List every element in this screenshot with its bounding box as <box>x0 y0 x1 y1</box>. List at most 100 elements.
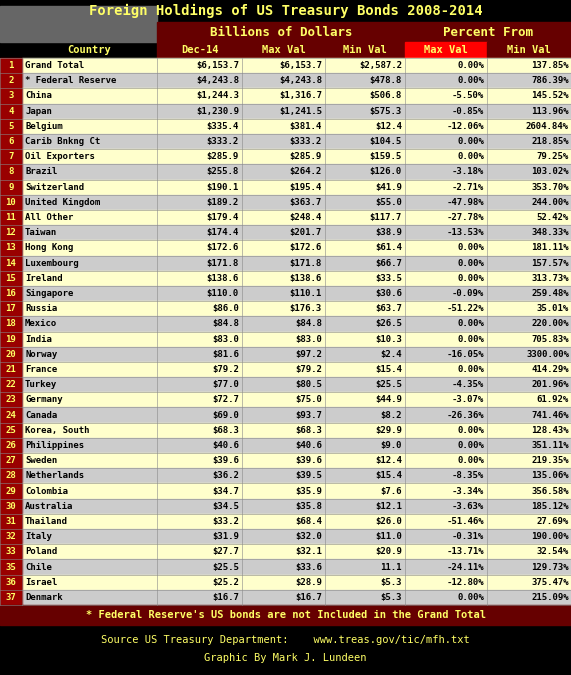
Text: 24: 24 <box>6 410 17 420</box>
Text: $30.6: $30.6 <box>375 289 402 298</box>
Bar <box>22 544 571 560</box>
Text: 0.00%: 0.00% <box>457 274 484 283</box>
Bar <box>0 225 22 240</box>
Text: -0.31%: -0.31% <box>452 532 484 541</box>
Text: $506.8: $506.8 <box>370 92 402 101</box>
Text: Philippines: Philippines <box>25 441 84 450</box>
Text: $176.3: $176.3 <box>289 304 322 313</box>
Text: $97.2: $97.2 <box>295 350 322 359</box>
Bar <box>0 119 22 134</box>
Text: United Kingdom: United Kingdom <box>25 198 100 207</box>
Text: 23: 23 <box>6 396 17 404</box>
Text: $84.8: $84.8 <box>295 319 322 329</box>
Text: $83.0: $83.0 <box>212 335 239 344</box>
Bar <box>157 42 242 58</box>
Text: $1,316.7: $1,316.7 <box>279 92 322 101</box>
Text: $159.5: $159.5 <box>370 153 402 161</box>
Text: 18: 18 <box>6 319 17 329</box>
Text: $363.7: $363.7 <box>289 198 322 207</box>
Text: 786.39%: 786.39% <box>532 76 569 85</box>
Bar <box>0 73 22 88</box>
Text: $25.5: $25.5 <box>212 562 239 572</box>
Text: Netherlands: Netherlands <box>25 471 84 481</box>
Bar <box>0 392 22 408</box>
Text: $33.5: $33.5 <box>375 274 402 283</box>
Text: 61.92%: 61.92% <box>537 396 569 404</box>
Text: $55.0: $55.0 <box>375 198 402 207</box>
Text: -3.07%: -3.07% <box>452 396 484 404</box>
Text: Mexico: Mexico <box>25 319 57 329</box>
Text: $29.9: $29.9 <box>375 426 402 435</box>
Text: 129.73%: 129.73% <box>532 562 569 572</box>
Text: 128.43%: 128.43% <box>532 426 569 435</box>
Text: $179.4: $179.4 <box>207 213 239 222</box>
Text: Taiwan: Taiwan <box>25 228 57 237</box>
Text: 29: 29 <box>6 487 17 495</box>
Bar <box>22 58 571 73</box>
Text: $20.9: $20.9 <box>375 547 402 556</box>
Text: 4: 4 <box>9 107 14 115</box>
Text: * Federal Reserve: * Federal Reserve <box>25 76 116 85</box>
Bar <box>0 574 22 590</box>
Text: $39.6: $39.6 <box>295 456 322 465</box>
Text: Max Val: Max Val <box>262 45 305 55</box>
Text: 0.00%: 0.00% <box>457 365 484 374</box>
Text: 31: 31 <box>6 517 17 526</box>
Bar <box>0 590 22 605</box>
Bar <box>157 22 405 42</box>
Text: 37: 37 <box>6 593 17 602</box>
Text: $333.2: $333.2 <box>289 137 322 146</box>
Bar <box>22 317 571 331</box>
Text: Oil Exporters: Oil Exporters <box>25 153 95 161</box>
Text: Singapore: Singapore <box>25 289 74 298</box>
Bar <box>22 73 571 88</box>
Text: China: China <box>25 92 52 101</box>
Text: Korea, South: Korea, South <box>25 426 90 435</box>
Text: $15.4: $15.4 <box>375 471 402 481</box>
Text: 20: 20 <box>6 350 17 359</box>
Bar <box>0 103 22 119</box>
Text: $171.8: $171.8 <box>289 259 322 267</box>
Bar <box>0 483 22 499</box>
Text: Italy: Italy <box>25 532 52 541</box>
Bar <box>0 271 22 286</box>
Bar <box>22 103 571 119</box>
Text: Billions of Dollars: Billions of Dollars <box>210 26 352 38</box>
Text: 348.33%: 348.33% <box>532 228 569 237</box>
Bar <box>22 362 571 377</box>
Text: 7: 7 <box>9 153 14 161</box>
Text: $36.2: $36.2 <box>212 471 239 481</box>
Text: $2,587.2: $2,587.2 <box>359 61 402 70</box>
Text: $26.5: $26.5 <box>375 319 402 329</box>
Text: -47.98%: -47.98% <box>447 198 484 207</box>
Text: -13.71%: -13.71% <box>447 547 484 556</box>
Text: Luxembourg: Luxembourg <box>25 259 79 267</box>
Bar <box>22 119 571 134</box>
Text: Belgium: Belgium <box>25 122 63 131</box>
Text: $39.6: $39.6 <box>212 456 239 465</box>
Text: Germany: Germany <box>25 396 63 404</box>
Text: -24.11%: -24.11% <box>447 562 484 572</box>
Bar <box>22 210 571 225</box>
Text: $80.5: $80.5 <box>295 380 322 389</box>
Text: 185.12%: 185.12% <box>532 502 569 511</box>
Bar <box>0 377 22 392</box>
Text: 3300.00%: 3300.00% <box>526 350 569 359</box>
Bar <box>0 88 22 103</box>
Text: -3.18%: -3.18% <box>452 167 484 176</box>
Text: $31.9: $31.9 <box>212 532 239 541</box>
Text: Australia: Australia <box>25 502 74 511</box>
Text: Min Val: Min Val <box>343 45 387 55</box>
Text: -12.80%: -12.80% <box>447 578 484 587</box>
Text: 14: 14 <box>6 259 17 267</box>
Text: -12.06%: -12.06% <box>447 122 484 131</box>
Text: $35.9: $35.9 <box>295 487 322 495</box>
Text: 3: 3 <box>9 92 14 101</box>
Text: 0.00%: 0.00% <box>457 244 484 252</box>
Text: -13.53%: -13.53% <box>447 228 484 237</box>
Text: Country: Country <box>67 45 111 55</box>
Text: $126.0: $126.0 <box>370 167 402 176</box>
Text: Colombia: Colombia <box>25 487 68 495</box>
Text: Turkey: Turkey <box>25 380 57 389</box>
Text: 27.69%: 27.69% <box>537 517 569 526</box>
